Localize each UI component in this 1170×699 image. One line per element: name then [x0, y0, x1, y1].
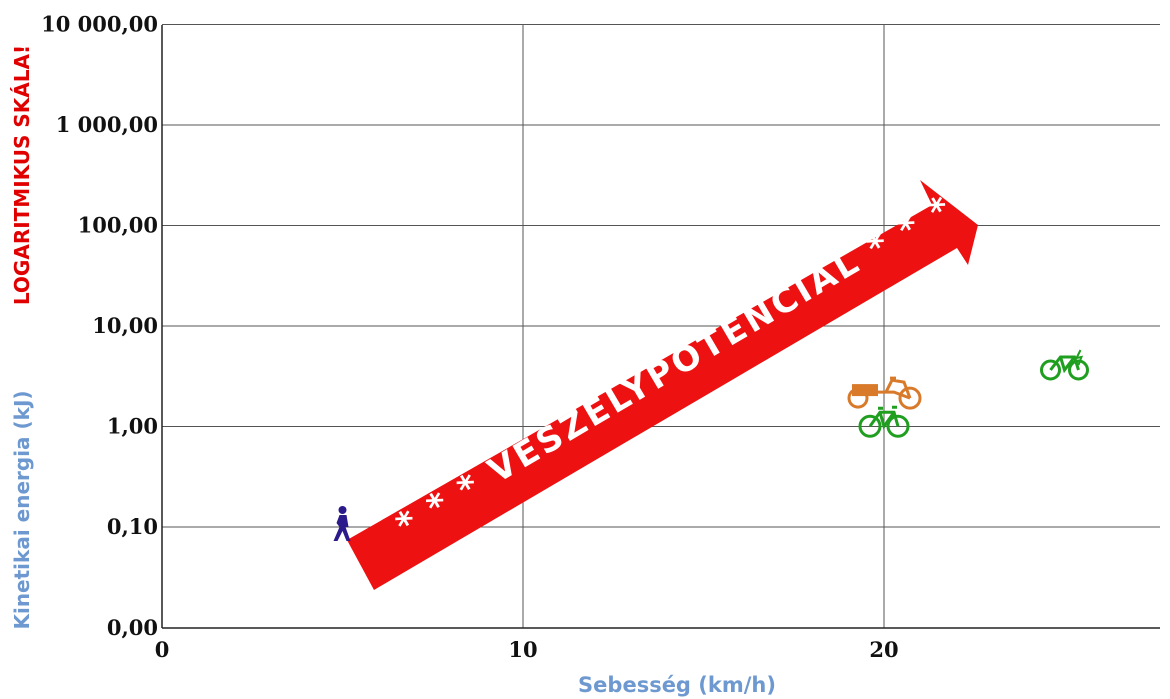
y-tick-label: 10,00: [92, 313, 158, 338]
x-tick-label: 10: [508, 637, 537, 662]
danger-arrow: * * * VESZÉLYPOTENCIÁL * * *: [347, 180, 978, 590]
gridlines: [162, 24, 1160, 628]
vehicle-icons: 30 50: [333, 349, 1089, 541]
y-tick-label: 10 000,00: [41, 12, 158, 37]
bicycle-icon: [858, 405, 910, 438]
pedestrian-icon: [333, 506, 351, 541]
e-bike-icon: [1040, 349, 1089, 381]
y-tick-label: 1,00: [107, 414, 158, 439]
x-tick-label: 0: [155, 637, 170, 662]
x-axis-label: Sebesség (km/h): [578, 673, 776, 697]
axes: [161, 25, 1160, 629]
y-tick-label: 0,10: [107, 514, 158, 539]
y-tick-label: 100,00: [78, 213, 158, 238]
y-tick-label: 0,00: [107, 615, 158, 640]
danger-arrow-label: * * * VESZÉLYPOTENCIÁL * * *: [389, 186, 960, 546]
y-axis-label: Kinetikai energia (kJ): [10, 390, 34, 629]
y-tick-label: 1 000,00: [56, 112, 158, 137]
y-axis-scale-note: LOGARITMIKUS SKÁLA!: [10, 45, 34, 305]
x-tick-label: 20: [869, 637, 898, 662]
cargo-bike-icon: [847, 376, 922, 410]
